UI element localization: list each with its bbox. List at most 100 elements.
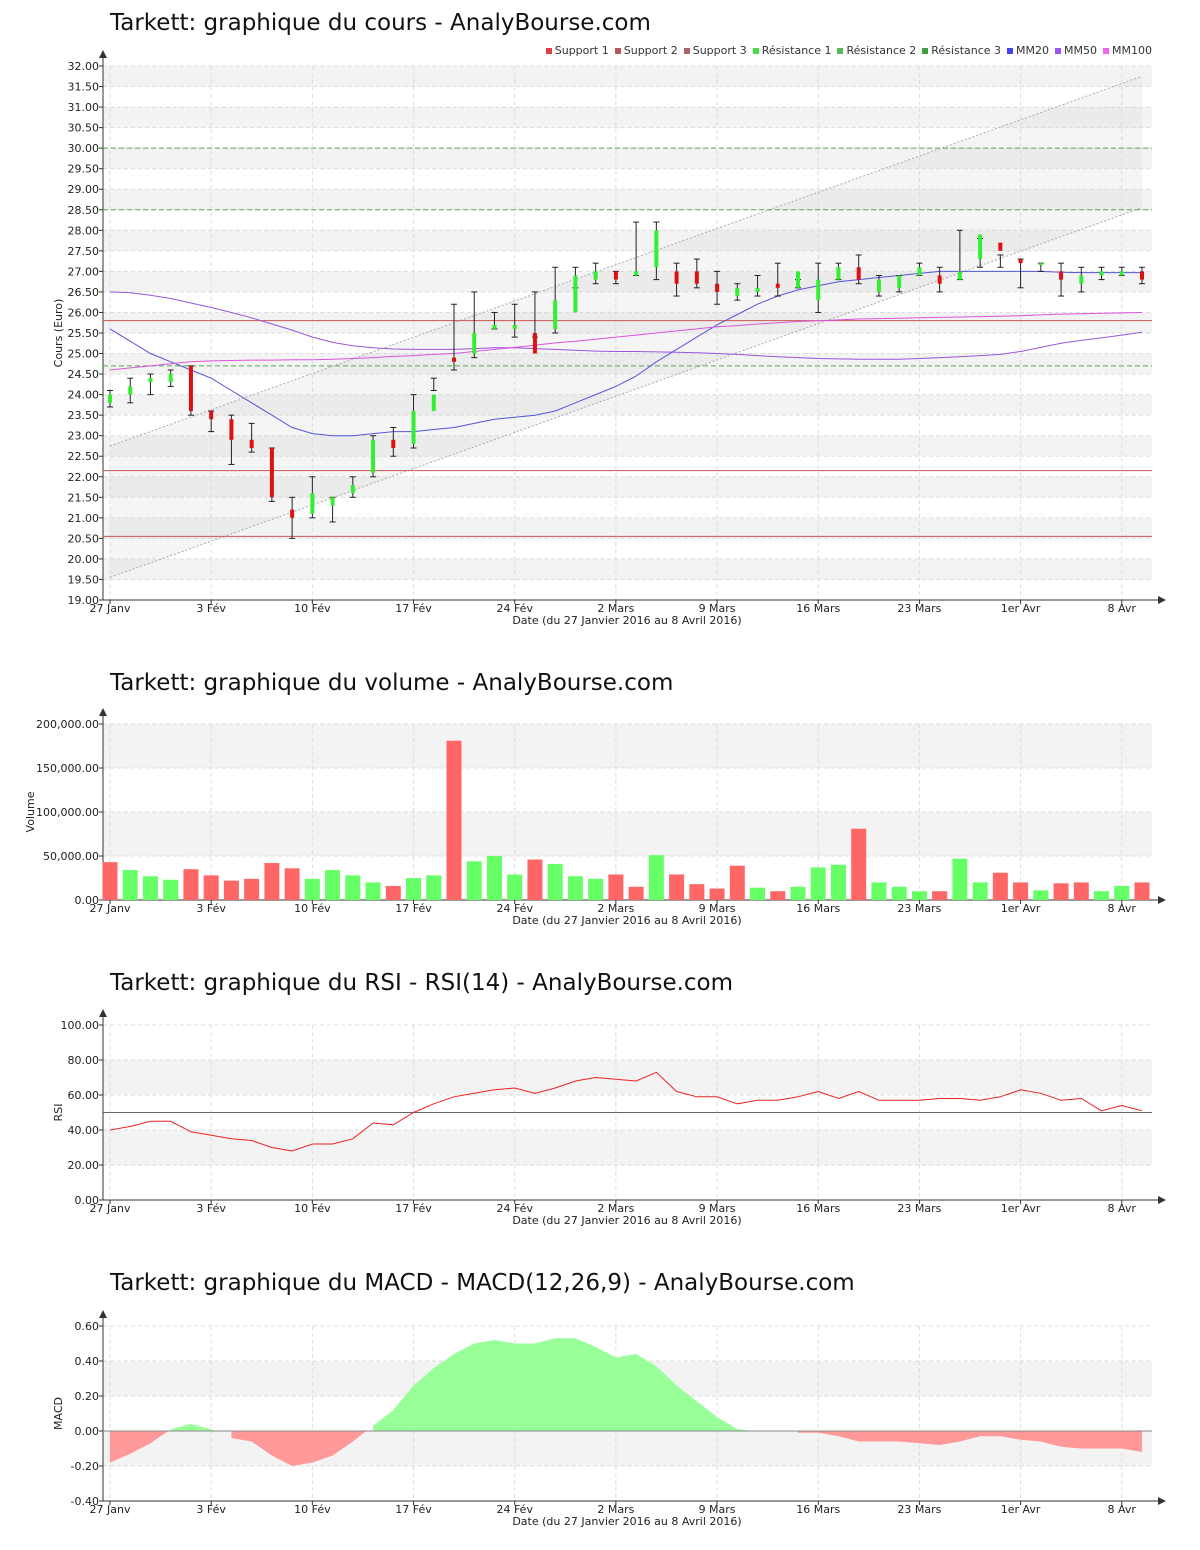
price-grid-band (103, 230, 1152, 251)
price-x-axis-arrow (1158, 596, 1166, 604)
volume-bar (1114, 885, 1130, 900)
rsi-xtick-label: 23 Mars (897, 1202, 941, 1215)
price-ytick-label: 23.50 (68, 409, 100, 422)
macd-xtick-label: 1er Avr (1001, 1503, 1041, 1516)
macd-chart-title: Tarkett: graphique du MACD - MACD(12,26,… (110, 1270, 855, 1296)
candle-body (1119, 271, 1124, 276)
volume-ytick-label: 50,000.00 (43, 850, 99, 863)
volume-bar (284, 868, 300, 900)
legend-swatch (837, 47, 844, 54)
legend-label: Résistance 1 (761, 44, 832, 57)
volume-x-axis-title: Date (du 27 Janvier 2016 au 8 Avril 2016… (512, 914, 741, 927)
legend-item: MM100 (1103, 44, 1152, 57)
legend-item: Résistance 2 (837, 44, 916, 57)
price-chart: 19.00 19.50 20.00 20.50 21.00 21.50 22.00 22.50… (52, 50, 1166, 627)
price-chart-panel: Tarkett: graphique du cours - AnalyBours… (0, 0, 1200, 640)
volume-bar (891, 886, 907, 900)
rsi-xtick-label: 10 Fév (294, 1202, 331, 1215)
volume-xtick-label: 9 Mars (699, 902, 736, 915)
legend-swatch (1007, 47, 1014, 54)
macd-xtick-label: 23 Mars (897, 1503, 941, 1516)
legend-item: Support 3 (683, 44, 747, 57)
price-ytick-label: 21.00 (68, 512, 100, 525)
candle-body (209, 411, 214, 420)
price-grid-band (103, 312, 1152, 333)
volume-bar (567, 876, 583, 900)
volume-bar (183, 869, 199, 900)
legend-swatch (1103, 47, 1110, 54)
rsi-xtick-label: 8 Avr (1108, 1202, 1137, 1215)
price-x-axis-title: Date (du 27 Janvier 2016 au 8 Avril 2016… (512, 614, 741, 627)
candle-body (391, 439, 396, 449)
macd-x-axis-title: Date (du 27 Janvier 2016 au 8 Avril 2016… (512, 1515, 741, 1528)
candle-body (876, 279, 881, 292)
volume-bar (365, 882, 381, 900)
candle-body (290, 509, 295, 518)
macd-xtick-label: 9 Mars (699, 1503, 736, 1516)
macd-xtick-label: 24 Fév (496, 1503, 533, 1516)
legend-item: Résistance 1 (752, 44, 832, 57)
candle-body (856, 267, 861, 280)
price-ytick-label: 31.00 (68, 101, 100, 114)
volume-bar (527, 859, 543, 900)
price-series-mm20 (109, 270, 1142, 437)
price-ytick-label: 19.50 (68, 573, 100, 586)
candle-body (998, 242, 1003, 251)
rsi-grid-band (103, 1130, 1152, 1165)
price-grid-band (103, 558, 1152, 580)
volume-grid-band (103, 724, 1152, 768)
price-ytick-label: 25.50 (68, 327, 100, 340)
rsi-ytick-label: 20.00 (68, 1159, 100, 1172)
macd-xtick-label: 8 Avr (1108, 1503, 1137, 1516)
volume-bar (244, 878, 260, 900)
candle-body (755, 287, 760, 292)
macd-positive-area (170, 1424, 216, 1431)
candle-body (350, 484, 355, 494)
price-chart-legend: Support 1 Support 2 Support 3 Résistance 1 R… (545, 44, 1152, 57)
volume-bar (830, 864, 846, 900)
price-ytick-label: 28.00 (68, 224, 100, 237)
macd-y-axis-title: MACD (52, 1397, 65, 1430)
price-grid-band (103, 394, 1152, 416)
price-grid-band (103, 435, 1152, 457)
candle-body (532, 333, 537, 354)
price-ytick-label: 29.00 (68, 183, 100, 196)
volume-bar (385, 885, 401, 900)
volume-xtick-label: 8 Avr (1108, 902, 1137, 915)
candle-body (1099, 271, 1104, 276)
candle-body (411, 411, 416, 444)
candle-body (957, 271, 962, 280)
candle-body (917, 267, 922, 276)
volume-xtick-label: 27 Janv (90, 902, 131, 915)
macd-xtick-label: 3 Fév (196, 1503, 226, 1516)
macd-ytick-label: -0.40 (71, 1495, 99, 1508)
volume-bar (669, 874, 685, 900)
candle-body (330, 497, 335, 506)
price-ytick-label: 21.50 (68, 491, 100, 504)
price-chart-title: Tarkett: graphique du cours - AnalyBours… (110, 10, 651, 36)
price-xtick-label: 16 Mars (796, 602, 840, 615)
price-grid-band (103, 476, 1152, 498)
volume-bar (264, 863, 280, 900)
legend-item: Support 1 (545, 44, 609, 57)
candle-body (674, 271, 679, 284)
price-y-axis-arrow (99, 50, 107, 58)
volume-bar (729, 865, 745, 900)
rsi-xtick-label: 3 Fév (196, 1202, 226, 1215)
candle-body (836, 267, 841, 280)
candle-body (108, 394, 112, 403)
legend-label: Résistance 2 (846, 44, 917, 57)
rsi-y-axis-arrow (99, 1009, 107, 1017)
volume-bar (770, 891, 786, 900)
rsi-x-axis-title: Date (du 27 Janvier 2016 au 8 Avril 2016… (512, 1214, 741, 1227)
volume-bar (466, 861, 482, 900)
volume-x-axis-arrow (1158, 896, 1166, 904)
price-ytick-label: 26.00 (68, 306, 100, 319)
volume-bar (689, 884, 705, 900)
volume-bar (1134, 882, 1150, 900)
rsi-x-axis-arrow (1158, 1196, 1166, 1204)
rsi-ytick-label: 100.00 (61, 1019, 100, 1032)
candle-body (371, 439, 376, 473)
volume-xtick-label: 16 Mars (796, 902, 840, 915)
legend-swatch (683, 47, 690, 54)
